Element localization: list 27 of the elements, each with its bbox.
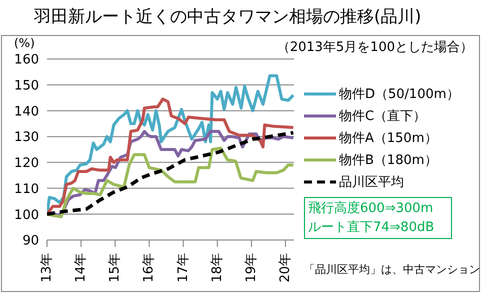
- y-tick-label: 110: [14, 182, 39, 197]
- x-tick-label: 18年: [210, 253, 225, 283]
- y-tick-label: 140: [14, 104, 39, 120]
- chart-title: 羽田新ルート近くの中古タワマン相場の推移(品川): [34, 6, 422, 28]
- y-tick-label: 90: [22, 234, 39, 249]
- x-tick-label: 13年: [40, 253, 54, 283]
- x-tick-label: 16年: [142, 253, 157, 283]
- x-tick-label: 15年: [108, 253, 123, 283]
- x-tick-label: 20年: [278, 253, 293, 283]
- y-tick-label: 150: [14, 78, 39, 94]
- y-axis-title: (%): [14, 36, 35, 50]
- legend-label: 物件A（150m）: [339, 130, 438, 147]
- y-tick-label: 100: [14, 208, 39, 223]
- x-tick-label: 17年: [176, 253, 191, 283]
- line-series: [47, 146, 294, 218]
- legend-label: 物件B（180m）: [339, 152, 438, 169]
- note-frame: 飛行高度600⇒300m ルート直下74⇒80dB: [304, 197, 452, 239]
- legend-label: 物件D（50/100m）: [339, 86, 460, 103]
- legend-label: 物件C（直下）: [339, 108, 426, 125]
- y-tick-label: 130: [14, 130, 39, 146]
- y-tick-label: 160: [14, 52, 39, 68]
- text: （2013年5月を100とした場合）: [276, 39, 473, 56]
- legend-label: 品川区平均: [339, 174, 404, 191]
- y-tick-label: 120: [14, 156, 39, 172]
- text: 「品川区平均」は、中古マンション: [304, 263, 480, 276]
- x-tick-label: 14年: [74, 253, 89, 283]
- x-tick-label: 19年: [244, 253, 259, 283]
